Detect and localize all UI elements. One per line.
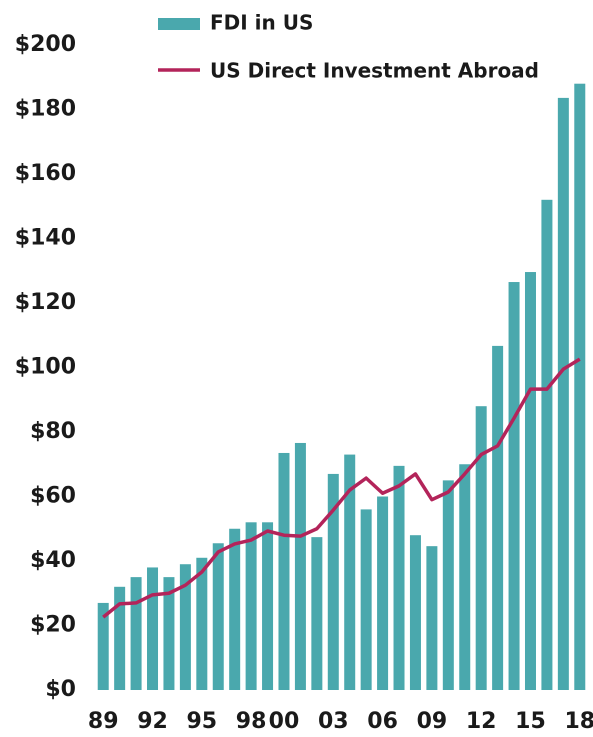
y-tick-label: $60 xyxy=(30,484,76,509)
line xyxy=(102,357,581,619)
bar xyxy=(179,564,191,690)
x-tick-label: 98 xyxy=(236,709,267,734)
x-tick-label: 09 xyxy=(417,709,448,734)
bar xyxy=(442,480,454,690)
y-tick-label: $100 xyxy=(15,355,76,380)
bar xyxy=(163,577,175,690)
y-tick-label: $180 xyxy=(15,97,76,122)
bar xyxy=(475,406,487,690)
bar xyxy=(294,442,306,690)
bar xyxy=(426,546,438,690)
bar xyxy=(262,522,274,690)
y-tick-label: $140 xyxy=(15,226,76,251)
y-tick-label: $120 xyxy=(15,290,76,315)
bar xyxy=(557,97,569,690)
x-tick-label: 18 xyxy=(564,709,593,734)
bar xyxy=(393,465,405,690)
bar xyxy=(147,567,159,690)
bar xyxy=(541,199,553,691)
x-tick-label: 92 xyxy=(137,709,168,734)
bar xyxy=(212,543,224,690)
bar xyxy=(492,345,504,690)
bar xyxy=(574,83,586,690)
y-tick-label: $160 xyxy=(15,161,76,186)
x-tick-label: 12 xyxy=(466,709,497,734)
y-tick-label: $200 xyxy=(15,32,76,57)
bar xyxy=(311,537,323,690)
x-tick-label: 03 xyxy=(318,709,349,734)
bar xyxy=(196,557,208,690)
bar xyxy=(130,577,142,690)
x-tick-label: 15 xyxy=(515,709,546,734)
bar xyxy=(377,496,389,690)
bar xyxy=(508,282,520,690)
y-tick-label: $0 xyxy=(45,677,76,702)
bar xyxy=(327,473,339,690)
x-tick-label: 89 xyxy=(88,709,119,734)
x-tick-label: 00 xyxy=(269,709,300,734)
bar xyxy=(114,586,126,690)
x-tick-label: 06 xyxy=(367,709,398,734)
legend-label: FDI in US xyxy=(210,11,313,35)
y-tick-label: $20 xyxy=(30,613,76,638)
bar xyxy=(409,535,421,690)
bar xyxy=(459,464,471,690)
legend-label: US Direct Investment Abroad xyxy=(210,59,539,83)
y-tick-label: $40 xyxy=(30,548,76,573)
bar xyxy=(360,509,372,690)
bar xyxy=(344,454,356,690)
bar xyxy=(278,452,290,690)
legend-swatch xyxy=(158,18,200,30)
bar xyxy=(524,272,536,690)
bar xyxy=(245,522,257,690)
x-tick-label: 95 xyxy=(187,709,218,734)
bar xyxy=(229,528,241,690)
bar xyxy=(97,602,109,690)
y-tick-label: $80 xyxy=(30,419,76,444)
